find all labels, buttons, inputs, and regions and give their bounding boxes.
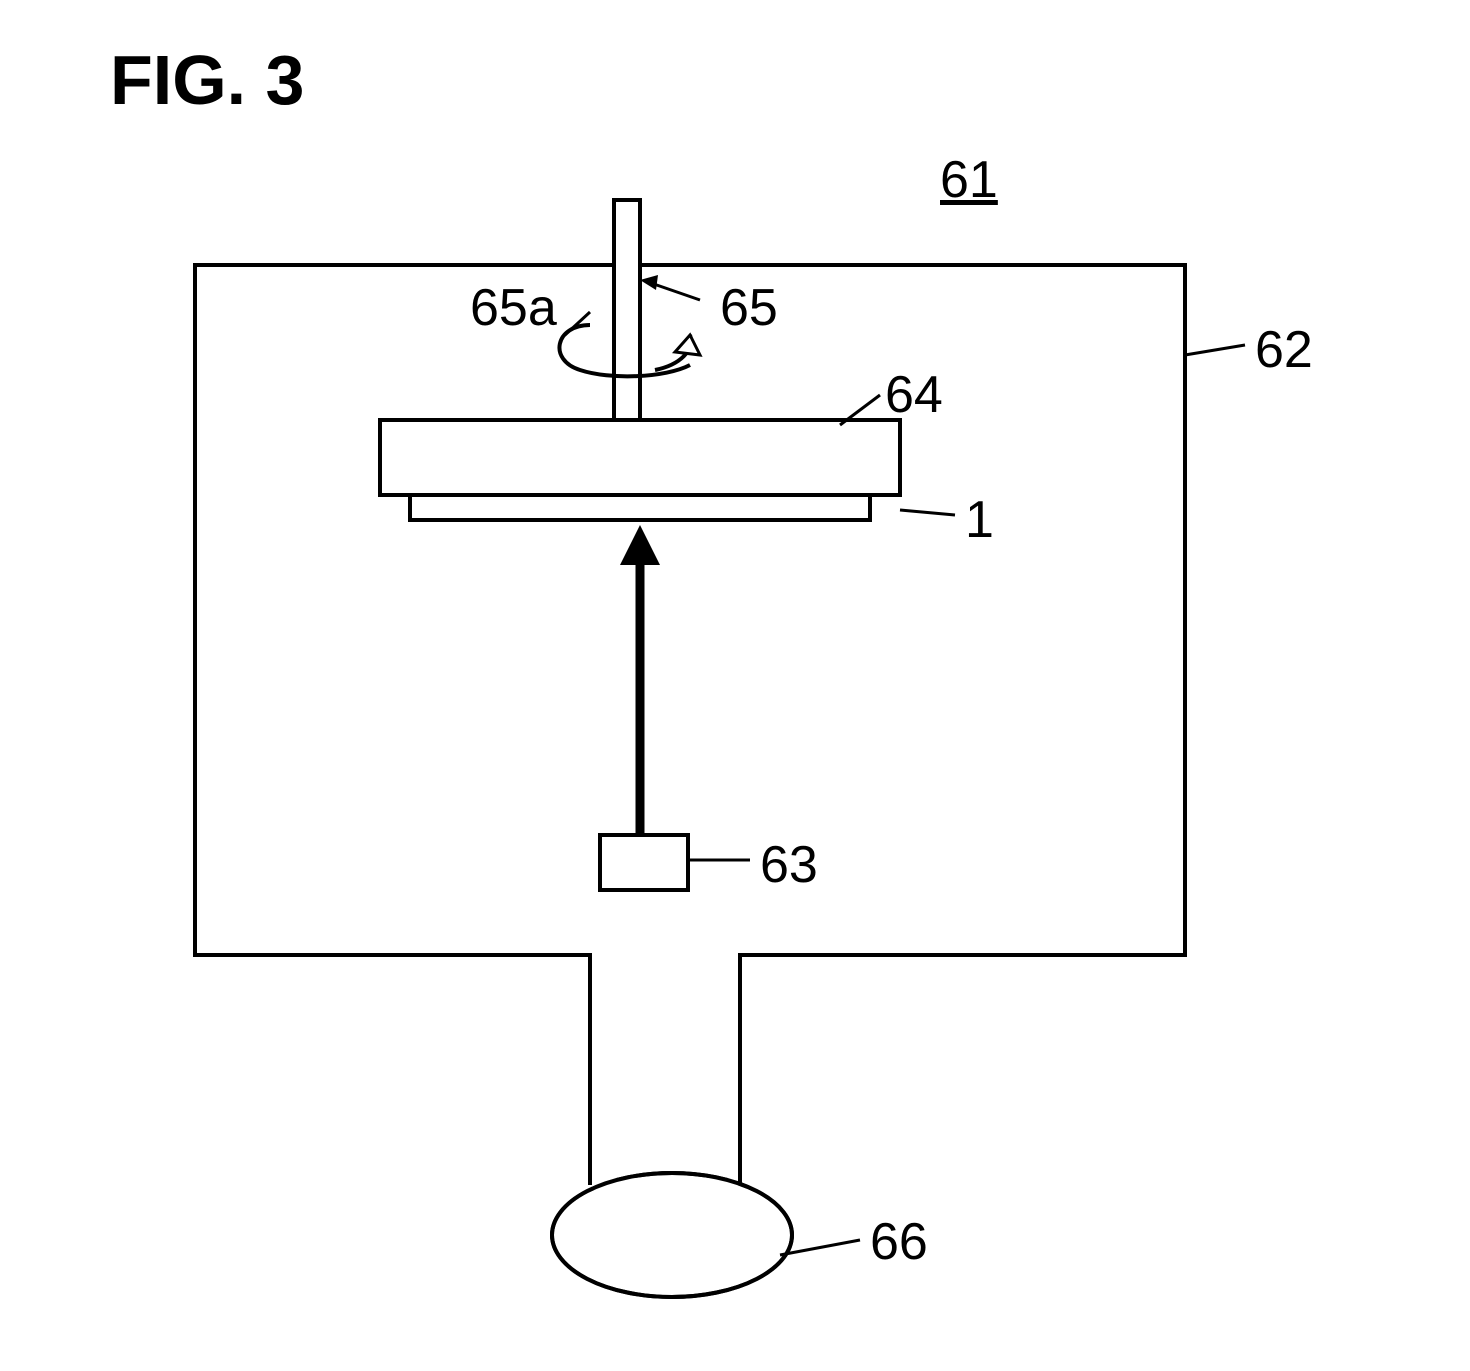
label-63: 63 <box>760 835 818 895</box>
leader-62 <box>1185 345 1245 355</box>
figure-3-diagram: FIG. 3 61 <box>0 0 1470 1371</box>
label-62: 62 <box>1255 320 1313 380</box>
label-66: 66 <box>870 1212 928 1272</box>
label-65: 65 <box>720 278 778 338</box>
deposition-arrow <box>620 525 660 835</box>
leader-1 <box>900 510 955 515</box>
label-65a: 65a <box>470 278 557 338</box>
source-rect <box>600 835 688 890</box>
wafer-rect <box>410 495 870 520</box>
diagram-svg <box>0 0 1470 1371</box>
shaft-rect <box>614 200 640 420</box>
label-1: 1 <box>965 490 994 550</box>
label-64: 64 <box>885 365 943 425</box>
leader-65 <box>640 275 700 300</box>
outlet-pipe <box>590 951 740 1185</box>
holder-rect <box>380 420 900 495</box>
